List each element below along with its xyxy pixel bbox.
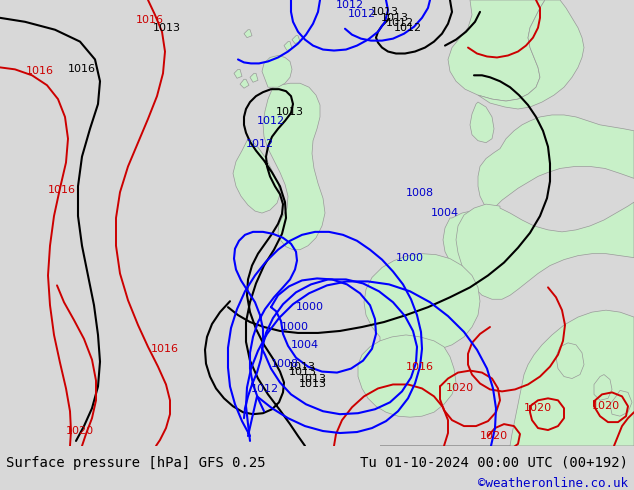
Polygon shape — [233, 141, 280, 213]
Text: 1000: 1000 — [281, 322, 309, 332]
Text: 1004: 1004 — [431, 208, 459, 218]
Polygon shape — [262, 55, 292, 87]
Text: 1020: 1020 — [446, 384, 474, 393]
Polygon shape — [234, 70, 242, 78]
Text: 1012: 1012 — [348, 9, 376, 19]
Text: 1020: 1020 — [66, 426, 94, 436]
Text: 1012: 1012 — [336, 0, 364, 10]
Text: 1020: 1020 — [480, 431, 508, 441]
Text: 1013: 1013 — [276, 107, 304, 117]
Text: 1012: 1012 — [251, 385, 279, 394]
Text: 1016: 1016 — [68, 64, 96, 74]
Polygon shape — [292, 36, 300, 44]
Text: ©weatheronline.co.uk: ©weatheronline.co.uk — [477, 477, 628, 490]
Text: 1020: 1020 — [592, 401, 620, 411]
Polygon shape — [470, 102, 494, 143]
Polygon shape — [364, 254, 480, 352]
Text: 1000: 1000 — [296, 302, 324, 312]
Polygon shape — [478, 0, 584, 109]
Polygon shape — [610, 391, 632, 416]
Text: 1013: 1013 — [289, 367, 317, 377]
Text: Surface pressure [hPa] GFS 0.25: Surface pressure [hPa] GFS 0.25 — [6, 456, 266, 469]
Text: 1008: 1008 — [271, 359, 299, 368]
Polygon shape — [443, 210, 522, 279]
Polygon shape — [250, 74, 258, 82]
Text: 1013: 1013 — [288, 362, 316, 371]
Text: 1013: 1013 — [371, 7, 399, 17]
Polygon shape — [284, 42, 292, 50]
Polygon shape — [244, 30, 252, 38]
Text: 1016: 1016 — [406, 362, 434, 371]
Text: Tu 01-10-2024 00:00 UTC (00+192): Tu 01-10-2024 00:00 UTC (00+192) — [359, 456, 628, 469]
Text: 1012: 1012 — [257, 116, 285, 126]
Polygon shape — [358, 335, 456, 417]
Text: 1013: 1013 — [153, 23, 181, 33]
Text: 1016: 1016 — [26, 66, 54, 76]
Text: 1008: 1008 — [406, 188, 434, 198]
Text: 1012: 1012 — [386, 18, 414, 28]
Polygon shape — [380, 310, 634, 446]
Polygon shape — [263, 83, 325, 250]
Text: 1016: 1016 — [48, 185, 76, 195]
Text: 1004: 1004 — [291, 340, 319, 350]
Polygon shape — [594, 374, 612, 400]
Polygon shape — [240, 79, 249, 88]
Text: 1013: 1013 — [299, 373, 327, 384]
Text: 1016: 1016 — [151, 344, 179, 354]
Text: 1013: 1013 — [299, 379, 327, 390]
Polygon shape — [478, 115, 634, 208]
Text: 1012: 1012 — [246, 139, 274, 148]
Text: 1016: 1016 — [136, 15, 164, 25]
Text: 1000: 1000 — [396, 253, 424, 263]
Text: 1013: 1013 — [381, 13, 409, 23]
Polygon shape — [456, 202, 634, 299]
Polygon shape — [556, 343, 584, 378]
Text: 1012: 1012 — [394, 23, 422, 33]
Text: 1020: 1020 — [524, 403, 552, 413]
Polygon shape — [448, 0, 545, 101]
